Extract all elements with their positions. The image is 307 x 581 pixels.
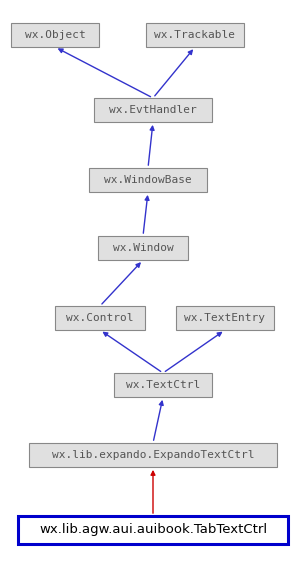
FancyBboxPatch shape (98, 236, 188, 260)
Text: wx.EvtHandler: wx.EvtHandler (109, 105, 197, 115)
Text: wx.WindowBase: wx.WindowBase (104, 175, 192, 185)
Text: wx.Object: wx.Object (25, 30, 85, 40)
Text: wx.Control: wx.Control (66, 313, 134, 323)
FancyBboxPatch shape (18, 516, 288, 544)
FancyBboxPatch shape (94, 98, 212, 122)
FancyBboxPatch shape (11, 23, 99, 47)
FancyBboxPatch shape (176, 306, 274, 330)
Text: wx.lib.expando.ExpandoTextCtrl: wx.lib.expando.ExpandoTextCtrl (52, 450, 254, 460)
Text: wx.TextCtrl: wx.TextCtrl (126, 380, 200, 390)
Text: wx.Window: wx.Window (113, 243, 173, 253)
FancyBboxPatch shape (55, 306, 145, 330)
Text: wx.TextEntry: wx.TextEntry (185, 313, 266, 323)
FancyBboxPatch shape (89, 168, 207, 192)
Text: wx.Trackable: wx.Trackable (154, 30, 235, 40)
Text: wx.lib.agw.aui.auibook.TabTextCtrl: wx.lib.agw.aui.auibook.TabTextCtrl (39, 523, 267, 536)
FancyBboxPatch shape (114, 373, 212, 397)
FancyBboxPatch shape (146, 23, 244, 47)
FancyBboxPatch shape (29, 443, 277, 467)
